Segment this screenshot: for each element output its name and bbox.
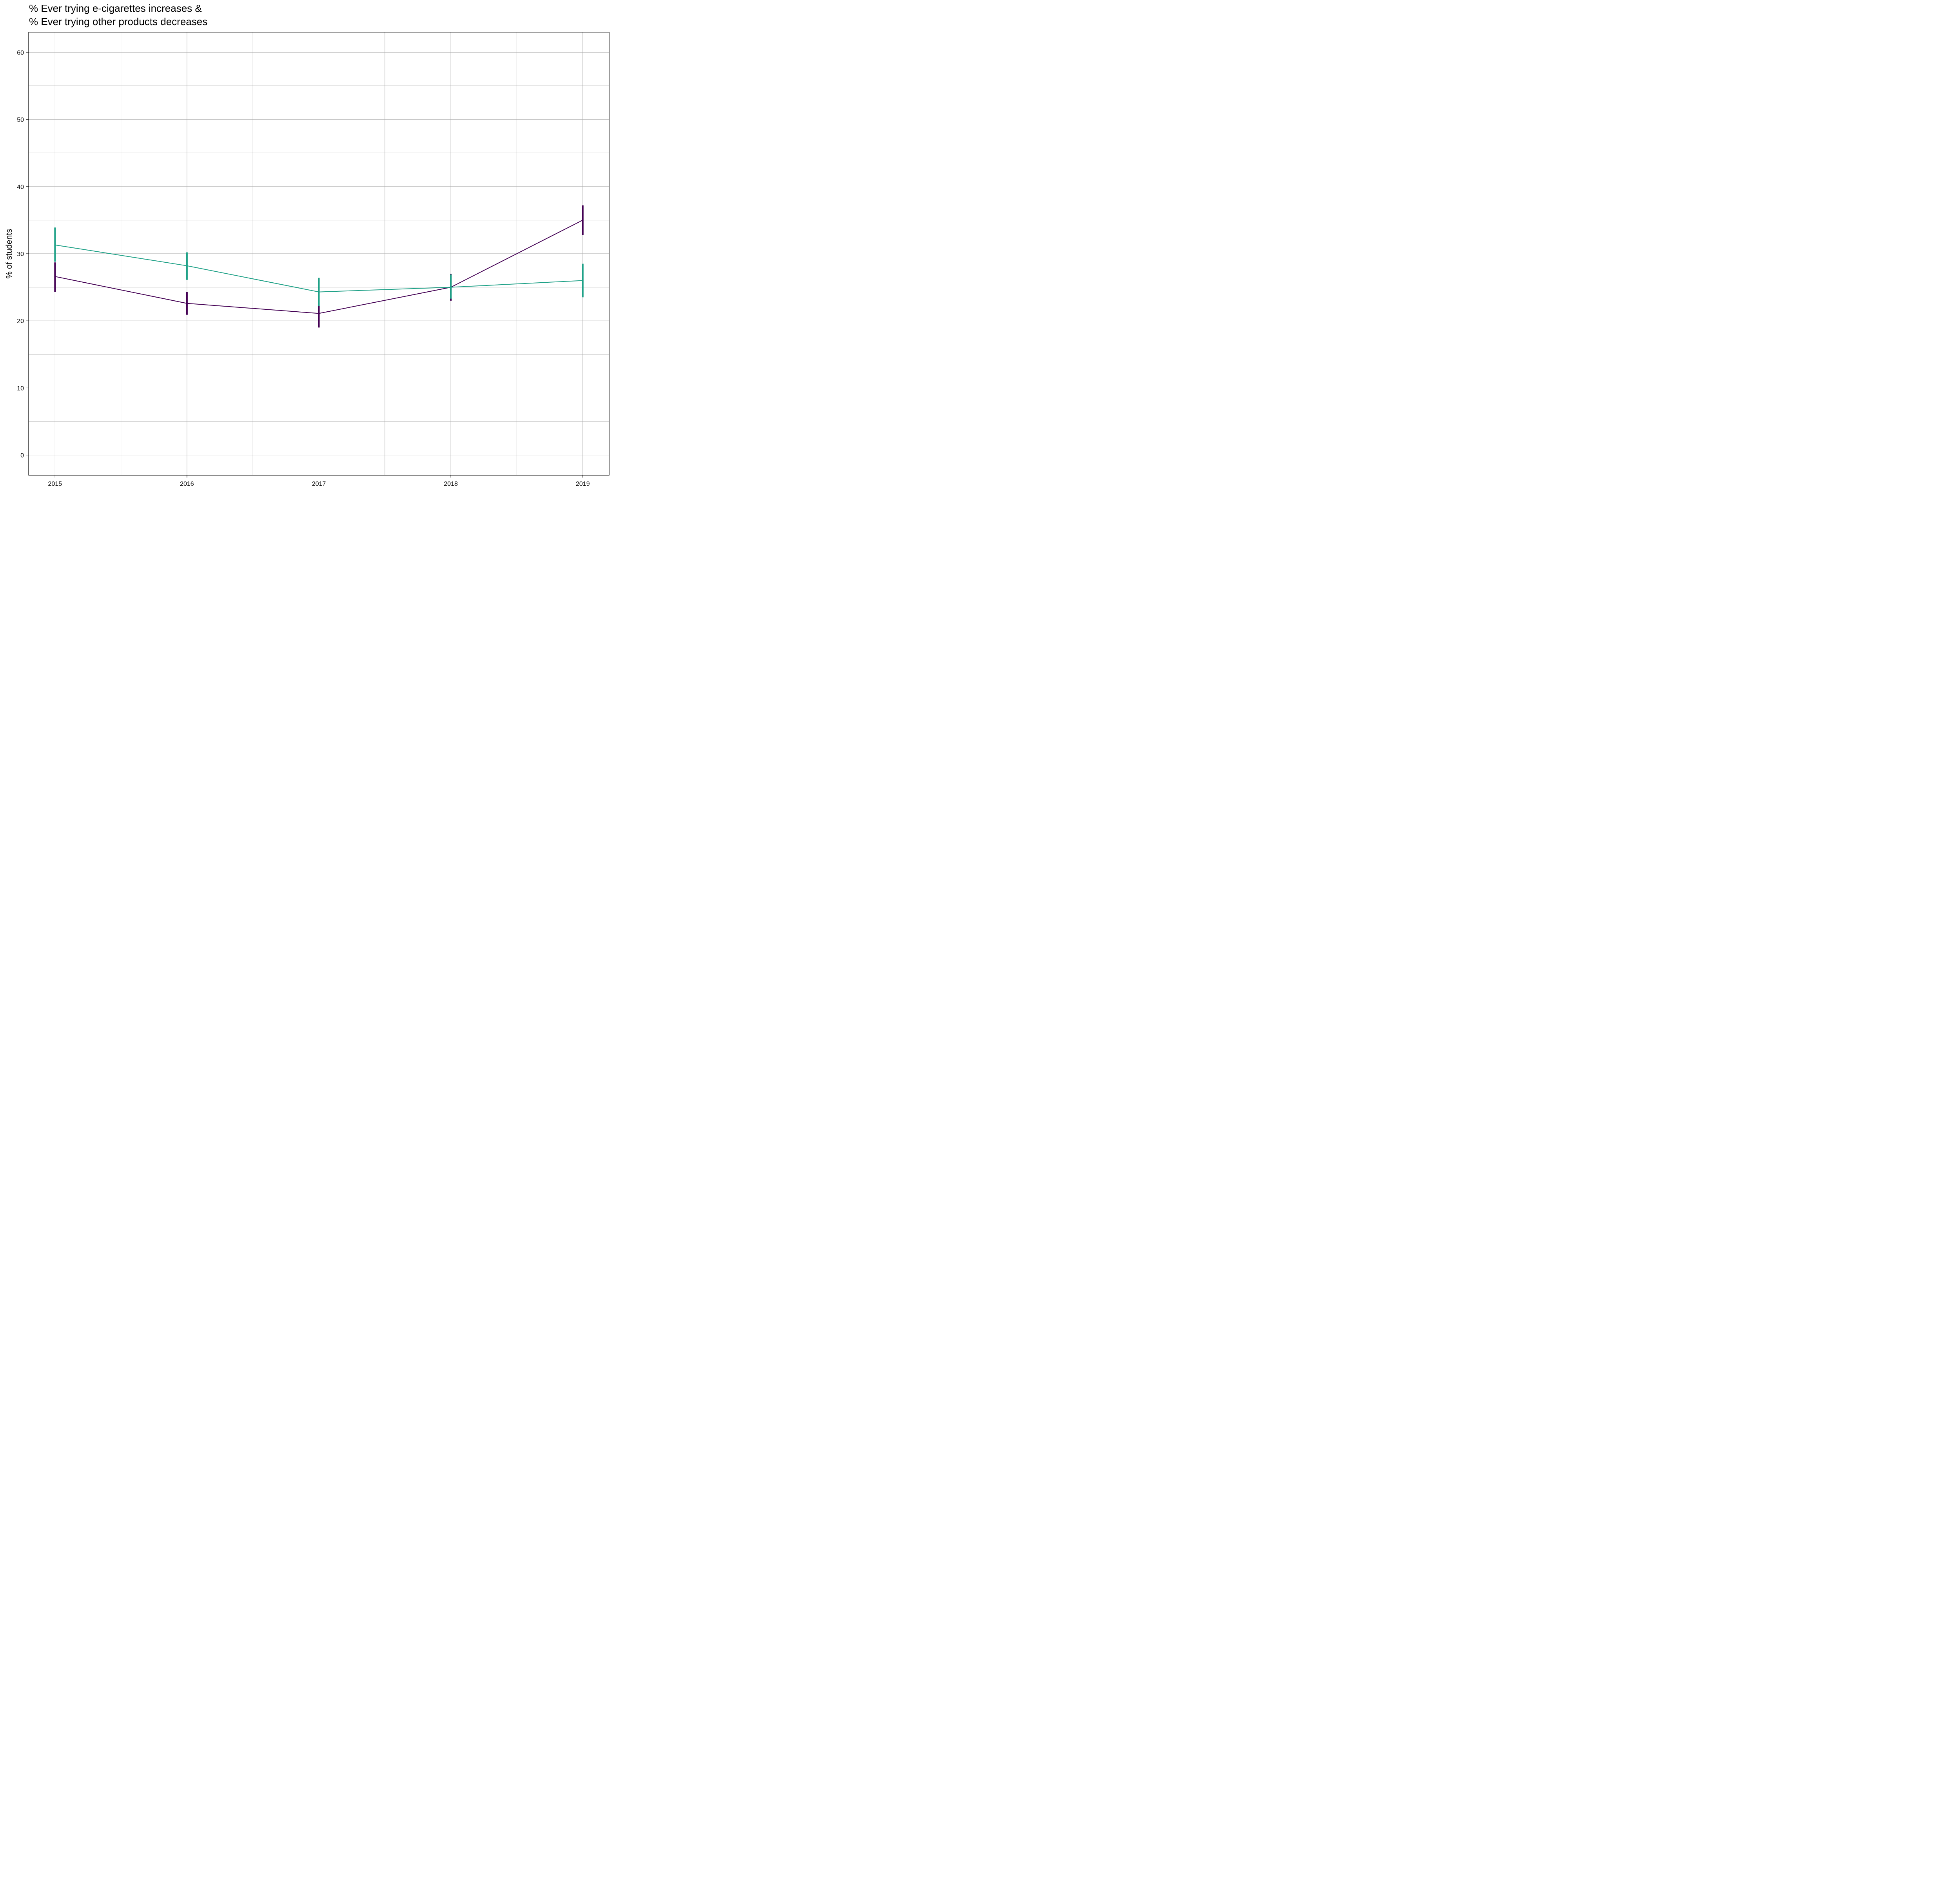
y-tick-label: 50: [17, 117, 24, 124]
chart-title-line-2: % Ever trying other products decreases: [29, 16, 208, 27]
y-tick-label: 20: [17, 318, 24, 325]
x-axis: 2015 2016 2017 2018 2019: [48, 475, 590, 487]
x-tick-label: 2019: [576, 481, 590, 487]
y-tick-label: 0: [20, 452, 24, 459]
x-tick-label: 2016: [180, 481, 194, 487]
x-tick-label: 2015: [48, 481, 62, 487]
series-1: [54, 205, 584, 328]
chart-title-line-1: % Ever trying e-cigarettes increases &: [29, 2, 202, 14]
series-line: [55, 220, 583, 314]
y-tick-label: 60: [17, 49, 24, 56]
y-axis: 0 10 20 30 40 50 60: [17, 49, 29, 459]
series-layer: [54, 205, 584, 328]
y-axis-title: % of students: [5, 229, 14, 278]
y-tick-label: 10: [17, 385, 24, 392]
x-tick-label: 2018: [444, 481, 458, 487]
y-tick-label: 40: [17, 184, 24, 191]
series-line: [55, 244, 583, 292]
series-2: [54, 227, 584, 306]
chart: 0 10 20 30 40 50 60 2015 2016 2017 2018 2019 % of …: [5, 32, 610, 487]
x-tick-label: 2017: [312, 481, 326, 487]
grid: [29, 32, 609, 475]
y-tick-label: 30: [17, 251, 24, 258]
